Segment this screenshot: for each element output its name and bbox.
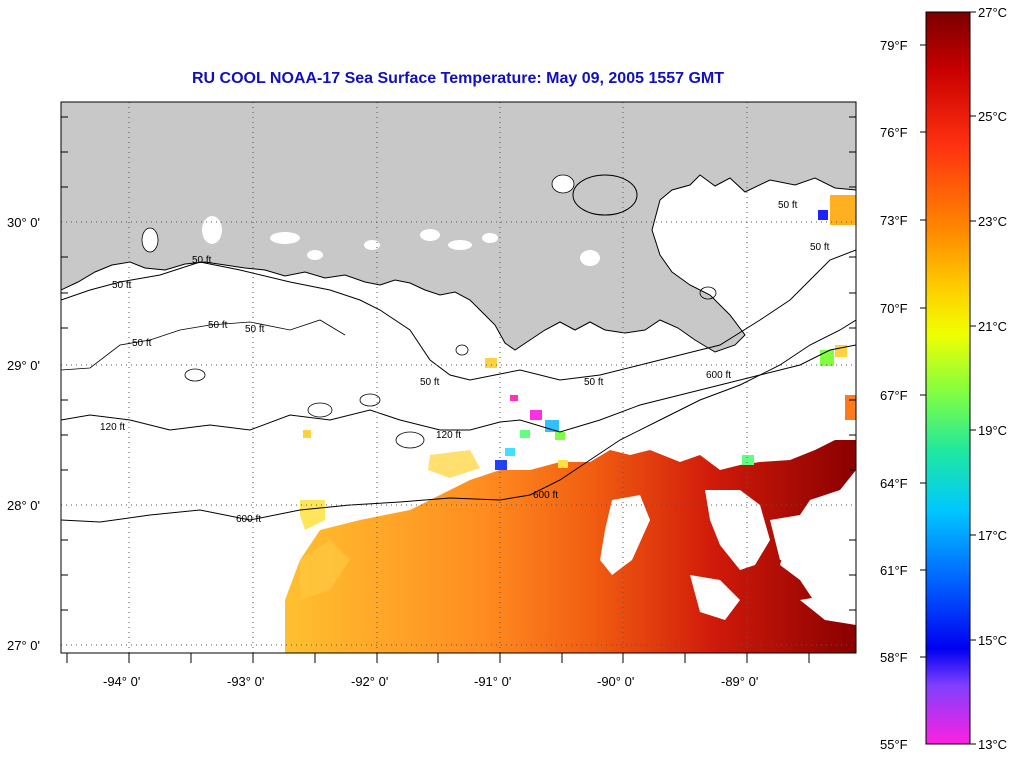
contour-600ft — [61, 319, 856, 523]
contour-label: 120 ft — [100, 422, 125, 433]
contour-label: 600 ft — [533, 490, 558, 501]
contour-label: 600 ft — [706, 370, 731, 381]
graticule — [61, 102, 856, 653]
lon-label: -89° 0' — [721, 674, 758, 689]
colorbar-f-label: 55°F — [880, 737, 908, 752]
colorbar-ticks — [920, 11, 976, 745]
lat-label: 29° 0' — [7, 358, 40, 373]
colorbar-c-label: 15°C — [978, 633, 1007, 648]
colorbar — [925, 11, 971, 745]
colorbar-c-label: 13°C — [978, 737, 1007, 752]
colorbar-f-label: 76°F — [880, 125, 908, 140]
colorbar-c-label: 19°C — [978, 423, 1007, 438]
contour-label: 50 ft — [192, 255, 212, 266]
colorbar-c-label: 27°C — [978, 5, 1007, 20]
contour-120ft — [61, 344, 856, 433]
lon-label: -92° 0' — [351, 674, 388, 689]
contour-label: 600 ft — [236, 514, 261, 525]
colorbar-f-label: 64°F — [880, 476, 908, 491]
colorbar-c-label: 23°C — [978, 214, 1007, 229]
contour-label: 50 ft — [245, 324, 265, 335]
contour-label: 50 ft — [584, 377, 604, 388]
colorbar-f-label: 73°F — [880, 213, 908, 228]
colorbar-f-label: 79°F — [880, 38, 908, 53]
lat-ticks — [61, 116, 856, 611]
colorbar-c-label: 21°C — [978, 319, 1007, 334]
contour-label: 50 ft — [208, 320, 228, 331]
colorbar-c-label: 17°C — [978, 528, 1007, 543]
map-title: RU COOL NOAA-17 Sea Surface Temperature:… — [191, 70, 725, 87]
land-mass — [61, 102, 856, 353]
lat-label: 27° 0' — [7, 638, 40, 653]
contour-label: 50 ft — [810, 242, 830, 253]
lon-label: -93° 0' — [227, 674, 264, 689]
contour-label: 120 ft — [436, 430, 461, 441]
lon-label: -90° 0' — [597, 674, 634, 689]
contour-label: 50 ft — [778, 200, 798, 211]
contour-label: 50 ft — [132, 338, 152, 349]
lon-label: -91° 0' — [474, 674, 511, 689]
lat-label: 28° 0' — [7, 498, 40, 513]
contour-label: 50 ft — [420, 377, 440, 388]
colorbar-f-label: 58°F — [880, 650, 908, 665]
colorbar-c-label: 25°C — [978, 109, 1007, 124]
contour-label: 50 ft — [112, 280, 132, 291]
colorbar-f-label: 67°F — [880, 388, 908, 403]
contour-50ft — [61, 249, 856, 381]
lat-label: 30° 0' — [7, 215, 40, 230]
lon-label: -94° 0' — [103, 674, 140, 689]
colorbar-f-label: 70°F — [880, 301, 908, 316]
colorbar-f-label: 61°F — [880, 563, 908, 578]
lon-ticks — [66, 653, 810, 663]
